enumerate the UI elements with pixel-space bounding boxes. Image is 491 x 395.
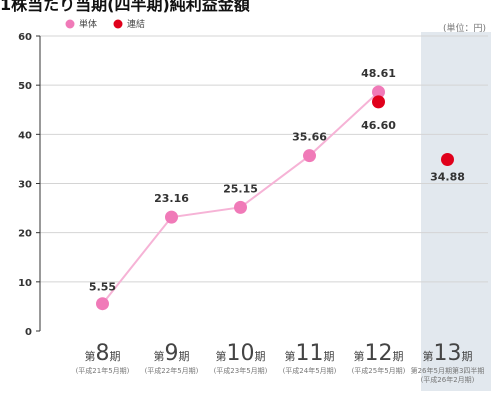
x-tick-label: 第12期 <box>354 341 404 366</box>
y-tick-label: 10 <box>18 278 32 289</box>
x-tick-labels: 第8期(平成21年5月期) 第9期(平成22年5月期) 第10期(平成23年5月期)… <box>76 341 485 384</box>
data-label: 34.88 <box>430 171 465 184</box>
highlight-band <box>421 32 491 391</box>
x-tick-label: 第9期 <box>154 341 190 366</box>
data-point <box>372 95 385 109</box>
unit-label: (単位：円) <box>443 22 486 34</box>
series-line-0 <box>101 91 380 305</box>
x-tick-sublabel: (平成26年2月期) <box>421 375 475 384</box>
legend-swatch-standalone <box>65 19 75 29</box>
data-point <box>234 200 247 214</box>
data-point <box>441 153 454 167</box>
legend-swatch-consolidated <box>113 19 123 29</box>
y-tick-label: 20 <box>18 229 32 240</box>
data-label: 48.61 <box>361 67 396 80</box>
series-layer: 5.55 23.16 25.15 35.66 48.61 46.60 34.88 <box>89 67 465 311</box>
legend: 単体 連結 <box>65 18 145 30</box>
legend-label-consolidated: 連結 <box>127 18 145 30</box>
x-tick-sublabel: (平成24年5月期) <box>283 366 337 375</box>
data-label: 46.60 <box>361 119 396 132</box>
x-tick-label: 第10期 <box>216 341 266 366</box>
chart-title: 1株当たり当期(四半期)純利益金額 <box>0 0 250 14</box>
x-tick-sublabel: (平成25年5月期) <box>352 366 406 375</box>
data-point <box>303 149 316 163</box>
y-tick-labels: 0 10 20 30 40 50 60 <box>18 32 32 338</box>
data-label: 35.66 <box>292 131 327 144</box>
data-point <box>372 85 385 99</box>
y-tick-label: 40 <box>18 130 32 141</box>
x-tick-sublabel: (平成21年5月期) <box>76 366 130 375</box>
data-label: 25.15 <box>223 182 258 195</box>
y-tick-label: 0 <box>25 327 32 338</box>
y-tick-label: 30 <box>18 180 32 191</box>
x-tick-sublabel: (平成22年5月期) <box>145 366 199 375</box>
data-label: 23.16 <box>154 192 189 205</box>
grid-lines <box>36 35 488 332</box>
data-label: 5.55 <box>89 281 116 294</box>
x-tick-label: 第11期 <box>285 341 335 366</box>
data-point <box>165 210 178 224</box>
x-tick-label: 第8期 <box>85 341 121 366</box>
data-point <box>96 297 109 311</box>
x-tick-label: 第13期 <box>423 341 473 366</box>
legend-label-standalone: 単体 <box>79 18 97 30</box>
x-tick-sublabel: (平成23年5月期) <box>214 366 268 375</box>
y-tick-label: 60 <box>18 32 32 43</box>
y-tick-label: 50 <box>18 81 32 92</box>
x-tick-sublabel: 第26年5月期第3四半期 <box>411 366 485 375</box>
